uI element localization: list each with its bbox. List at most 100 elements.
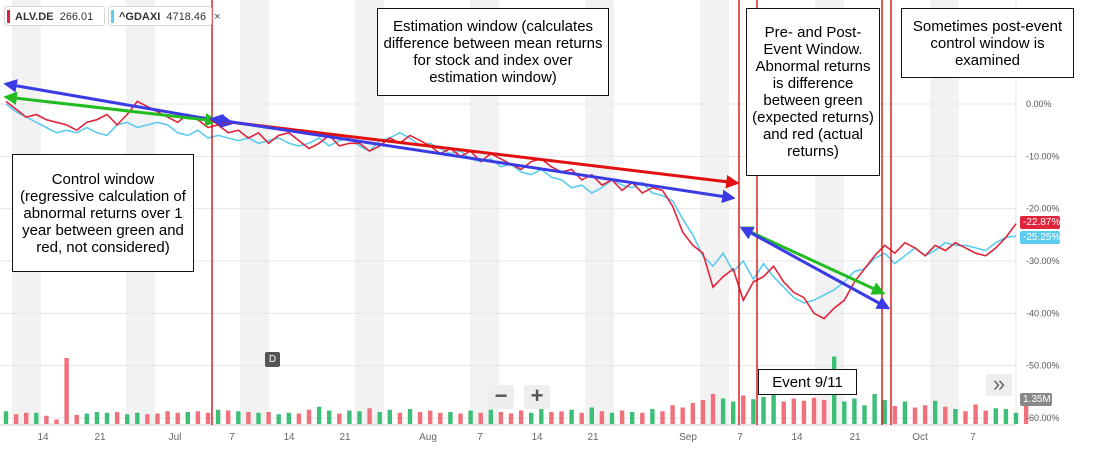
x-tick-label: 21 — [587, 432, 599, 443]
volume-bar — [539, 409, 544, 424]
zoom-out-button[interactable]: − — [488, 385, 514, 409]
volume-bar — [165, 411, 170, 424]
volume-bar — [1013, 412, 1019, 424]
volume-bar — [821, 400, 827, 424]
event-window-note: Pre- and Post-Event Window. Abnormal ret… — [746, 8, 880, 176]
x-tick-label: 21 — [849, 432, 861, 443]
volume-bar — [357, 411, 362, 424]
volume-bar — [428, 410, 433, 424]
volume-bar — [892, 406, 897, 424]
volume-bar — [195, 411, 201, 424]
volume-bar — [640, 412, 645, 424]
volume-bar — [609, 412, 615, 424]
control-green-arrow — [3, 91, 219, 127]
volume-bar — [327, 410, 332, 424]
volume-bar — [852, 398, 857, 424]
volume-bar — [347, 410, 352, 424]
x-tick-label: Aug — [419, 432, 437, 443]
volume-bar — [579, 412, 584, 424]
volume-bar — [731, 401, 736, 424]
volume-bar — [448, 412, 453, 424]
close-icon[interactable]: × — [214, 11, 221, 23]
volume-bar — [478, 412, 483, 424]
volume-bar — [3, 411, 9, 424]
volume-bar — [700, 400, 706, 424]
volume-bar — [306, 409, 312, 424]
volume-bar — [811, 397, 817, 424]
volume-bar — [74, 415, 79, 424]
volume-bar — [205, 412, 211, 424]
ticker-chip-alv[interactable]: ALV.DE 266.01 — [4, 6, 105, 26]
volume-bar — [862, 405, 867, 424]
x-tick-label: 21 — [339, 432, 351, 443]
y-tick-label: -10.00% — [1026, 151, 1060, 161]
y-tick-label: -30.00% — [1026, 256, 1060, 266]
volume-bar — [316, 406, 322, 424]
x-tick-label: 7 — [737, 432, 743, 443]
x-tick-label: 14 — [791, 432, 803, 443]
event-blue-arrow — [739, 226, 891, 310]
volume-bar — [680, 407, 685, 424]
volume-bar — [872, 394, 877, 424]
volume-bar — [114, 412, 120, 424]
gdaxi-last-value-badge: -25.25% — [1020, 231, 1060, 244]
volume-bar — [589, 407, 594, 424]
ticker-price: 266.01 — [59, 11, 94, 23]
volume-bar — [236, 411, 241, 424]
volume-bar — [710, 394, 716, 424]
volume-bar — [549, 412, 554, 424]
zoom-in-button[interactable]: + — [524, 385, 550, 409]
event-date-note: Event 9/11 — [758, 369, 857, 395]
volume-bar — [407, 409, 413, 424]
x-tick-label: Jul — [169, 432, 182, 443]
estimation-window-note: Estimation window (calculates difference… — [377, 8, 609, 96]
volume-bar — [185, 412, 190, 424]
volume-bar — [256, 412, 261, 424]
volume-bar — [569, 409, 574, 424]
ticker-chip-gdaxi[interactable]: ^GDAXI 4718.46 × — [108, 6, 221, 26]
x-tick-label: 14 — [283, 432, 295, 443]
volume-bar — [650, 409, 655, 424]
volume-bar — [670, 405, 675, 424]
volume-bar — [438, 412, 443, 424]
dividend-marker[interactable]: D — [265, 352, 280, 367]
volume-bar — [367, 408, 372, 424]
volume-bar — [226, 410, 231, 424]
x-tick-label: 7 — [229, 432, 235, 443]
volume-bar — [337, 413, 342, 424]
volume-bar — [175, 412, 180, 424]
volume-bar — [1023, 404, 1029, 424]
x-tick-label: Sep — [679, 432, 697, 443]
volume-bar — [498, 412, 504, 424]
alv-last-value-badge: -22.87% — [1020, 216, 1060, 229]
volume-bar — [993, 408, 998, 424]
volume-bar — [943, 406, 948, 424]
volume-bar — [842, 401, 847, 424]
volume-bar — [751, 399, 756, 424]
volume-bar — [13, 414, 19, 424]
volume-bar — [266, 412, 271, 424]
volume-bar — [44, 415, 49, 424]
volume-bar — [458, 413, 463, 424]
y-tick-label: 0.00% — [1026, 99, 1052, 109]
volume-bar — [771, 394, 776, 424]
volume-bar — [599, 411, 605, 424]
volume-bar — [882, 400, 887, 424]
volume-bar — [983, 410, 988, 424]
week-band — [240, 0, 269, 425]
estimation-blue-arrow — [209, 113, 736, 204]
volume-bar — [619, 410, 625, 424]
volume-bar — [246, 412, 251, 424]
y-tick-label: -40.00% — [1026, 308, 1060, 318]
volume-bar — [781, 401, 786, 424]
volume-bar — [104, 412, 110, 424]
volume-bar — [902, 401, 908, 424]
volume-bar — [94, 412, 100, 424]
ticker-color-bar — [111, 10, 114, 23]
ticker-symbol: ^GDAXI — [119, 11, 161, 23]
ticker-symbol: ALV.DE — [15, 11, 54, 23]
y-tick-label: -20.00% — [1026, 204, 1060, 214]
scroll-right-icon[interactable]: » — [986, 373, 1012, 396]
volume-bar — [84, 413, 89, 424]
